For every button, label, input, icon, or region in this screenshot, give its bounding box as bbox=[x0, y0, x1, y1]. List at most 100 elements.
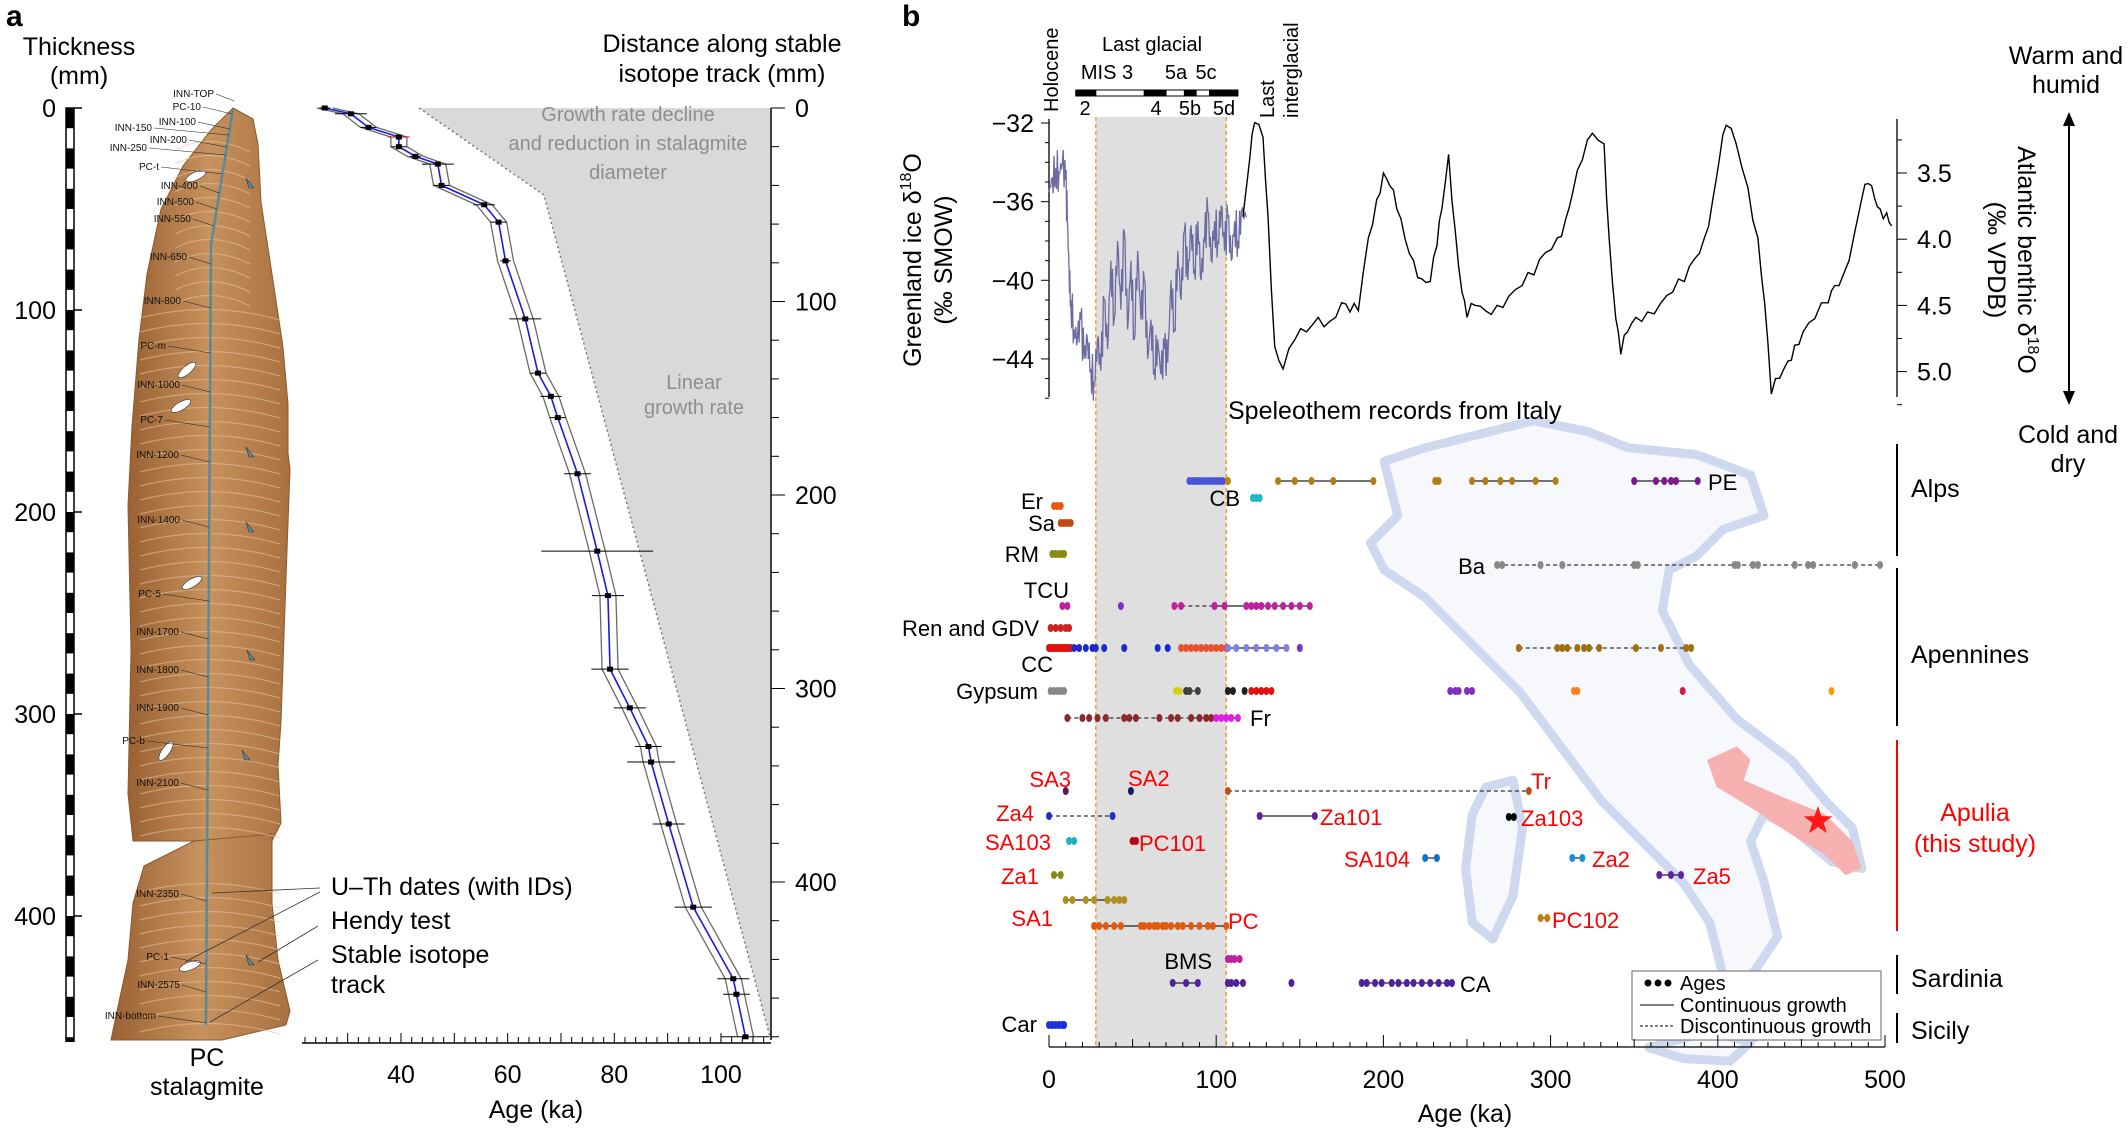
cold-dry-label: Cold and bbox=[2018, 421, 2118, 449]
age-point bbox=[1126, 714, 1133, 722]
sample-leader-line bbox=[199, 185, 220, 194]
age-point bbox=[1174, 714, 1181, 722]
benthic-axis-title-superscript: 18 bbox=[2024, 337, 2041, 355]
holocene-label: Holocene bbox=[1041, 27, 1063, 112]
hendy-sample-hole bbox=[158, 741, 174, 761]
age-point bbox=[1198, 644, 1205, 652]
age-point bbox=[1061, 687, 1068, 695]
record-za101: Za101 bbox=[1256, 805, 1382, 830]
age-point bbox=[1213, 644, 1220, 652]
age-point bbox=[1734, 561, 1741, 569]
uth-date-point bbox=[665, 821, 672, 827]
scale-bar-segment bbox=[66, 350, 74, 371]
growth-layer bbox=[139, 630, 281, 643]
age-point bbox=[1308, 477, 1315, 485]
sample-leader-line bbox=[167, 345, 211, 354]
record-cb: CB bbox=[1209, 486, 1263, 511]
annotation-growth-decline: diameter bbox=[589, 162, 667, 184]
age-point bbox=[1208, 644, 1215, 652]
sample-id-label: INN-1700 bbox=[136, 627, 179, 638]
age-point bbox=[1213, 714, 1220, 722]
age-point bbox=[1203, 714, 1210, 722]
age-point bbox=[1679, 687, 1686, 695]
greenland-axis-title: Greenland ice δ18O bbox=[898, 153, 927, 367]
growth-layer bbox=[139, 756, 281, 769]
age-point bbox=[1163, 922, 1170, 930]
uth-date-point bbox=[481, 202, 488, 208]
age-point bbox=[1121, 644, 1128, 652]
age-tick-label-b: 100 bbox=[1195, 1066, 1237, 1094]
growth-layer bbox=[139, 798, 281, 811]
age-point bbox=[1154, 922, 1161, 930]
growth-layer bbox=[139, 952, 281, 965]
scale-bar-segment bbox=[66, 633, 74, 654]
sample-id-label: INN-2575 bbox=[137, 980, 180, 991]
record-label: Tr bbox=[1531, 769, 1551, 794]
age-point bbox=[1233, 979, 1240, 987]
scale-bar-segment bbox=[66, 229, 74, 250]
record-ba: Ba bbox=[1458, 554, 1883, 579]
legend-ages-icon bbox=[1654, 979, 1662, 987]
sample-id-label: INN-2100 bbox=[136, 778, 179, 789]
age-point bbox=[1497, 477, 1504, 485]
age-point bbox=[1146, 922, 1153, 930]
growth-zone-shading bbox=[419, 108, 771, 1037]
age-point bbox=[1311, 812, 1318, 820]
uth-date-point bbox=[438, 182, 445, 188]
uth-date-point bbox=[395, 144, 402, 150]
age-point bbox=[1469, 687, 1476, 695]
sample-leader-line bbox=[146, 740, 208, 749]
uth-date-point bbox=[648, 759, 655, 765]
age-point bbox=[1221, 602, 1228, 610]
age-point bbox=[1121, 896, 1128, 904]
age-point bbox=[1273, 644, 1280, 652]
age-point bbox=[1435, 477, 1442, 485]
benthic-axis-title-text: Atlantic benthic δ bbox=[2012, 146, 2040, 336]
age-point bbox=[1537, 914, 1544, 922]
record-fr: Fr bbox=[1064, 706, 1271, 731]
uth-date-point bbox=[733, 991, 740, 997]
mis-stage-bar bbox=[1195, 89, 1211, 97]
scale-bar-segment bbox=[66, 269, 74, 290]
growth-layer bbox=[139, 644, 281, 657]
age-point bbox=[1828, 687, 1835, 695]
record-gypsum: Gypsum bbox=[956, 679, 1835, 704]
age-point bbox=[1552, 477, 1559, 485]
thickness-title: Thickness bbox=[23, 33, 136, 61]
sample-id-label: PC-m bbox=[140, 341, 166, 352]
age-point bbox=[1805, 561, 1812, 569]
benthic-tick-label: 4.0 bbox=[1917, 226, 1952, 254]
age-point bbox=[1224, 477, 1231, 485]
sample-leader-line bbox=[215, 93, 235, 102]
growth-layer bbox=[139, 1022, 281, 1035]
record-tcu: TCU bbox=[1024, 578, 1313, 610]
sample-leader-line bbox=[180, 669, 209, 678]
age-point bbox=[1574, 644, 1581, 652]
age-tick-label: 100 bbox=[700, 1061, 742, 1089]
record-label: Za101 bbox=[1320, 805, 1382, 830]
legend-leader-line bbox=[211, 887, 321, 894]
age-point bbox=[1102, 714, 1109, 722]
legend-label: Ages bbox=[1680, 973, 1726, 995]
age-point bbox=[1378, 979, 1385, 987]
age-point bbox=[1810, 561, 1817, 569]
age-point bbox=[1219, 477, 1226, 485]
age-point bbox=[1581, 644, 1588, 652]
sample-id-label: INN-500 bbox=[157, 197, 195, 208]
record-ren-and-gdv: Ren and GDV bbox=[902, 616, 1073, 641]
age-point bbox=[1066, 837, 1073, 845]
uth-date-point bbox=[742, 1034, 749, 1040]
hendy-test-arrow-icon bbox=[245, 446, 255, 458]
annotation-linear-growth: growth rate bbox=[644, 397, 744, 419]
age-point bbox=[1102, 922, 1109, 930]
age-tick-label-b: 200 bbox=[1363, 1066, 1405, 1094]
record-label: Ba bbox=[1458, 554, 1486, 579]
growth-layer bbox=[139, 938, 281, 951]
distance-axis-title: Distance along stable isotope track (mm) bbox=[602, 30, 841, 88]
growth-layer bbox=[139, 910, 281, 923]
age-point bbox=[1448, 979, 1455, 987]
age-point bbox=[1186, 687, 1193, 695]
age-point bbox=[1596, 644, 1603, 652]
age-point bbox=[1263, 687, 1270, 695]
record-label: BMS bbox=[1164, 949, 1212, 974]
